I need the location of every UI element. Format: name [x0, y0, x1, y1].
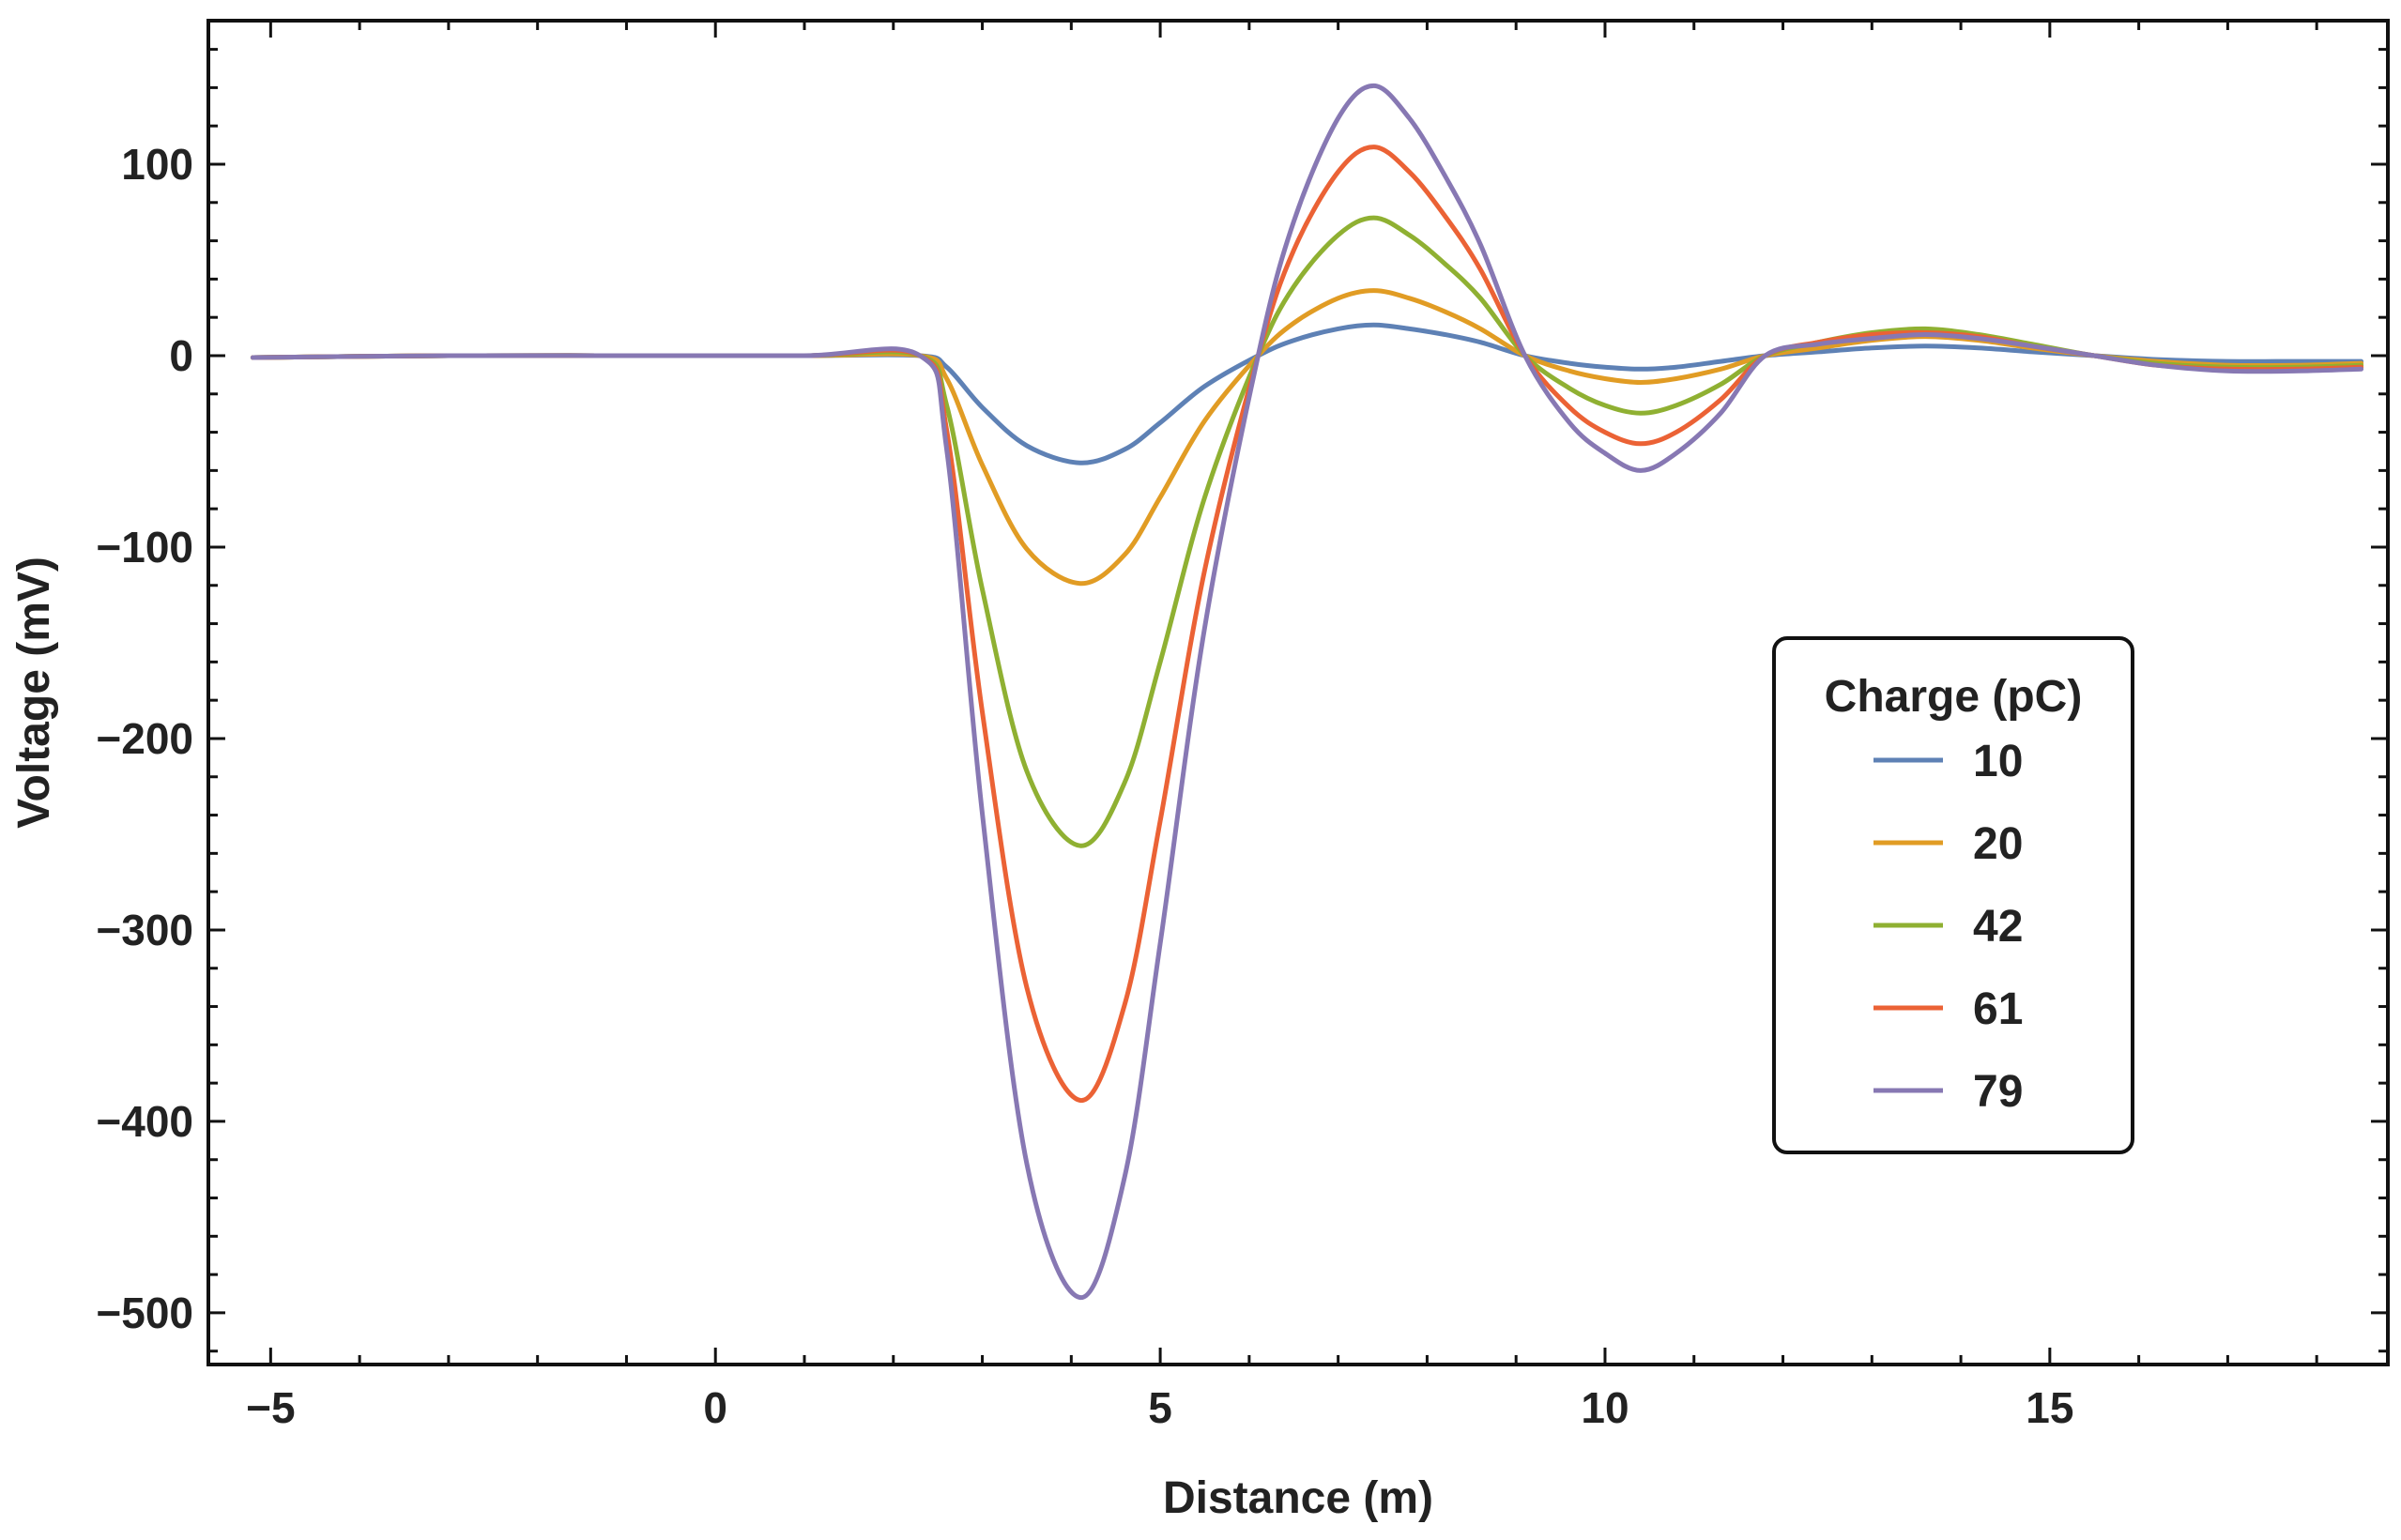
- x-tick-label: 15: [2026, 1383, 2073, 1432]
- y-tick-label: 0: [169, 331, 193, 380]
- legend: Charge (pC) 10 20 42 61 79: [1774, 638, 2133, 1152]
- y-tick-label: −400: [96, 1097, 193, 1146]
- y-tick-label: 100: [121, 140, 193, 189]
- legend-title: Charge (pC): [1825, 672, 2083, 722]
- y-axis-title: Voltage (mV): [9, 557, 59, 829]
- legend-label-10: 10: [1973, 737, 2023, 786]
- x-axis-title: Distance (m): [1163, 1473, 1433, 1523]
- legend-label-61: 61: [1973, 984, 2023, 1034]
- legend-label-42: 42: [1973, 902, 2023, 952]
- legend-label-79: 79: [1973, 1067, 2023, 1117]
- y-tick-label: −100: [96, 523, 193, 572]
- y-tick-label: −200: [96, 714, 193, 763]
- x-tick-label: 0: [703, 1383, 727, 1432]
- y-tick-label: −300: [96, 906, 193, 954]
- x-tick-label: 5: [1148, 1383, 1172, 1432]
- y-tick-label: −500: [96, 1288, 193, 1337]
- x-tick-label: 10: [1581, 1383, 1629, 1432]
- legend-label-20: 20: [1973, 819, 2023, 869]
- x-tick-label: −5: [246, 1383, 295, 1432]
